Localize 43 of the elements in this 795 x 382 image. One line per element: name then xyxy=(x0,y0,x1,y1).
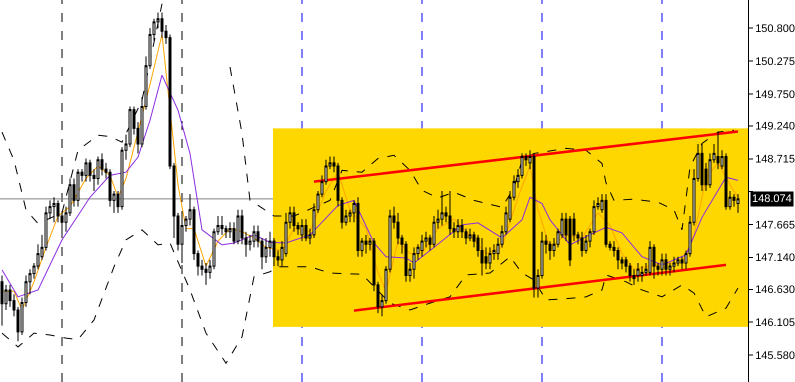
ref-line-label: 148.074 xyxy=(752,193,792,205)
y-tick-label: 150.800 xyxy=(755,23,795,36)
y-tick-label: 146.630 xyxy=(755,284,795,296)
candlestick xyxy=(0,275,4,326)
candlestick xyxy=(76,168,80,208)
y-tick-label: 147.665 xyxy=(755,219,795,232)
y-tick-label: 150.275 xyxy=(755,56,795,68)
y-tick-label: 149.750 xyxy=(755,88,795,101)
candlestick xyxy=(236,209,240,245)
y-tick-label: 149.240 xyxy=(755,120,795,133)
candlestick xyxy=(480,237,484,276)
candlestick xyxy=(700,144,704,192)
candlestick xyxy=(664,253,668,276)
candlestick xyxy=(252,224,256,248)
candlestick xyxy=(636,262,640,282)
y-tick-label: 145.580 xyxy=(755,350,795,362)
candlestick xyxy=(488,246,492,270)
candlestick xyxy=(716,131,720,170)
candlestick xyxy=(580,231,584,258)
candlestick xyxy=(300,218,304,242)
candlestick xyxy=(456,218,460,238)
candlestick xyxy=(640,266,644,282)
candlestick xyxy=(568,216,572,267)
candlestick xyxy=(204,262,208,286)
candlestick xyxy=(660,253,664,276)
candlestick xyxy=(304,218,308,242)
y-tick-label: 146.105 xyxy=(755,317,795,330)
candlestick xyxy=(648,240,652,276)
candlestick xyxy=(420,234,424,258)
candlestick xyxy=(412,246,416,280)
candlestick xyxy=(736,194,740,214)
candlestick xyxy=(440,190,444,226)
y-tick-label: 148.715 xyxy=(755,154,795,166)
candlestick xyxy=(356,196,360,258)
candlestick xyxy=(220,216,224,236)
candlestick xyxy=(604,194,608,248)
candlestick xyxy=(672,256,676,273)
candlestick xyxy=(652,244,656,280)
y-tick-label: 147.140 xyxy=(755,252,795,264)
candlestick xyxy=(364,234,368,254)
candlestick xyxy=(724,152,728,210)
candlestick xyxy=(84,158,88,182)
line-series xyxy=(2,74,738,298)
